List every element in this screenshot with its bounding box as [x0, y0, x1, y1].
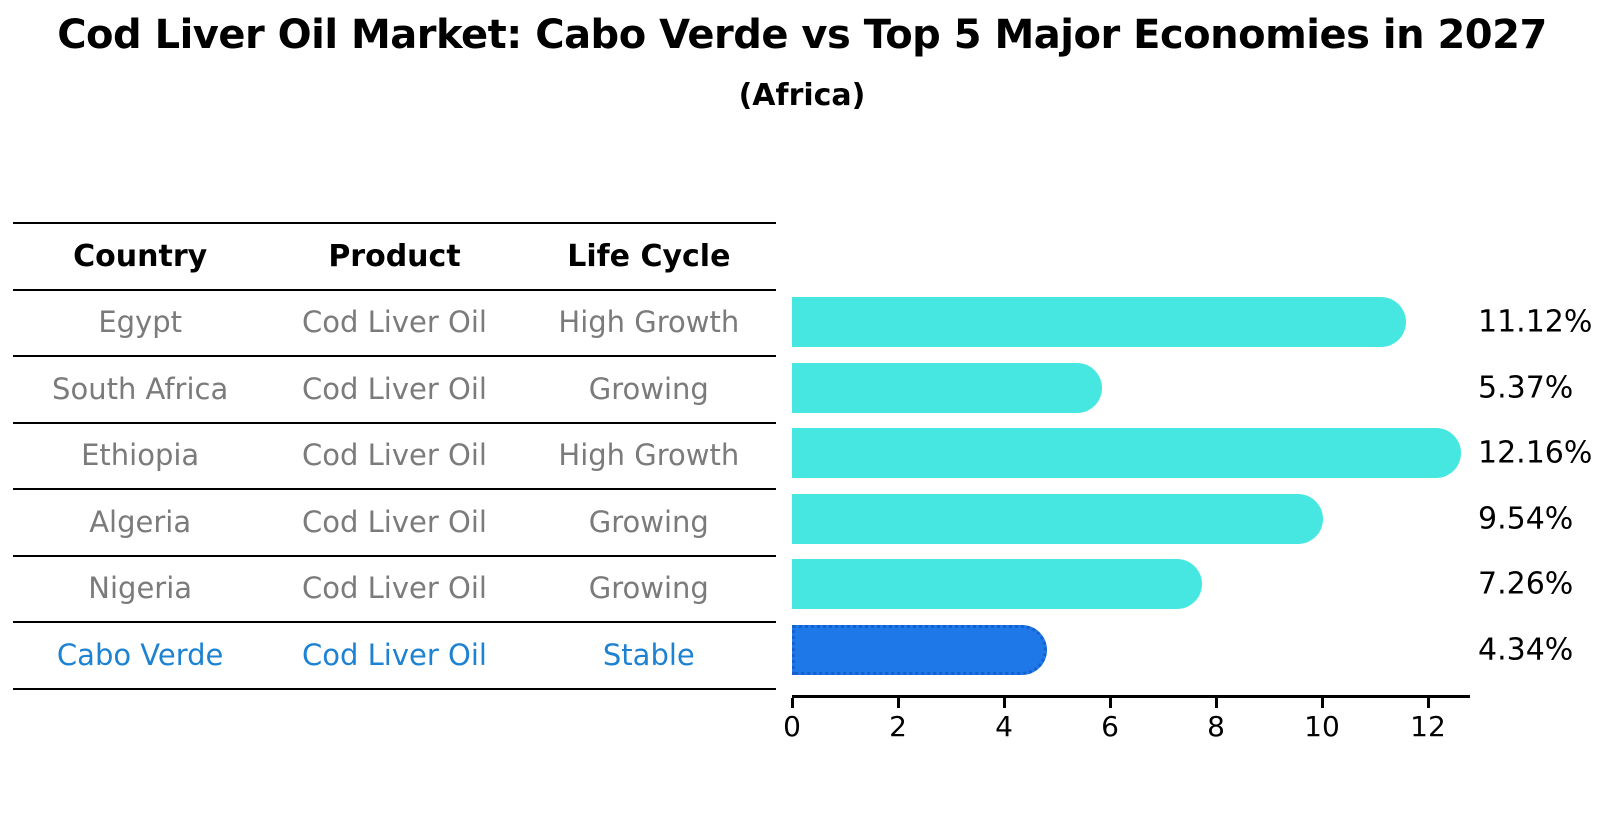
cell-country: Egypt [98, 304, 182, 339]
bar-ethiopia [792, 428, 1462, 478]
x-axis-tick-label: 8 [1207, 710, 1225, 743]
column-header-country: Country [73, 238, 208, 274]
table-row-algeria: Algeria Cod Liver Oil Growing [13, 488, 776, 555]
cell-life-cycle: Growing [588, 371, 709, 406]
cell-product: Cod Liver Oil [302, 371, 487, 406]
cell-product: Cod Liver Oil [302, 571, 487, 606]
bar-algeria [792, 493, 1323, 544]
column-header-life-cycle: Life Cycle [567, 238, 731, 274]
x-axis-tick-label: 6 [1101, 710, 1119, 743]
table-header-row: Country Product Life Cycle [13, 222, 776, 289]
cell-life-cycle: Growing [588, 504, 709, 539]
table-row-nigeria: Nigeria Cod Liver Oil Growing [13, 554, 776, 622]
x-axis-tick [1002, 698, 1006, 708]
cell-country: Cabo Verde [56, 637, 224, 672]
cell-life-cycle: Growing [588, 571, 709, 606]
table-row-south-africa: South Africa Cod Liver Oil Growing [13, 355, 776, 422]
bar-value-label-cabo-verde: 4.34% [1478, 632, 1574, 667]
x-axis-tick [1214, 698, 1218, 708]
table-row-egypt: Egypt Cod Liver Oil High Growth [13, 288, 776, 356]
bar-egypt [792, 297, 1407, 347]
x-axis-line [792, 695, 1470, 698]
cell-product: Cod Liver Oil [302, 504, 487, 539]
table-row-ethiopia: Ethiopia Cod Liver Oil High Growth [13, 421, 776, 489]
bar-nigeria [792, 559, 1202, 609]
x-axis-tick-label: 10 [1304, 710, 1340, 743]
x-axis-tick [1426, 698, 1430, 708]
bar-value-label-nigeria: 7.26% [1478, 566, 1574, 602]
x-axis-tick [896, 698, 900, 708]
bar-value-label-south-africa: 5.37% [1478, 370, 1574, 405]
chart-title: Cod Liver Oil Market: Cabo Verde vs Top … [57, 12, 1547, 58]
cell-country: Algeria [89, 504, 192, 539]
column-header-product: Product [328, 238, 461, 274]
cell-country: Nigeria [88, 571, 193, 606]
x-axis-tick-label: 4 [995, 710, 1013, 743]
x-axis-tick-label: 12 [1410, 710, 1446, 743]
cell-country: Ethiopia [81, 438, 200, 473]
chart-subtitle: (Africa) [738, 78, 866, 113]
bar-value-label-egypt: 11.12% [1478, 304, 1593, 340]
cell-product: Cod Liver Oil [302, 438, 487, 473]
cell-product: Cod Liver Oil [302, 637, 487, 672]
bar-value-label-algeria: 9.54% [1478, 501, 1574, 536]
country-table: Country Product Life Cycle Egypt Cod Liver O… [13, 222, 776, 690]
bar-cabo-verde [792, 624, 1048, 675]
cell-life-cycle: High Growth [558, 438, 740, 473]
x-axis-tick-label: 2 [889, 710, 907, 743]
x-axis-tick [1108, 698, 1112, 708]
cell-life-cycle: High Growth [558, 304, 740, 339]
bar-value-label-ethiopia: 12.16% [1478, 435, 1593, 471]
cell-life-cycle: Stable [602, 637, 695, 672]
cell-product: Cod Liver Oil [302, 304, 487, 339]
x-axis-tick [790, 698, 794, 708]
cell-country: South Africa [52, 371, 229, 406]
x-axis-tick [1320, 698, 1324, 708]
table-row-cabo-verde: Cabo Verde Cod Liver Oil Stable [13, 621, 776, 688]
x-axis-tick-label: 0 [783, 710, 801, 743]
bar-south-africa [792, 362, 1102, 413]
